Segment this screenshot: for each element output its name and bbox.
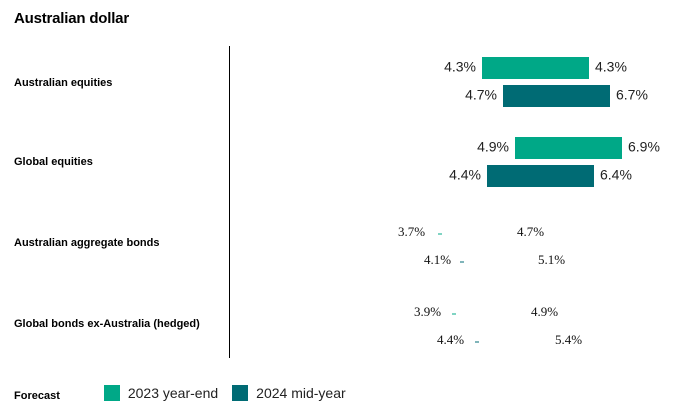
low-label-global-equities-2024-mid-year: 4.4% bbox=[449, 167, 481, 183]
legend-swatch-2023-year-end bbox=[103, 385, 120, 401]
low-label-global-bonds-ex-australia-hedged-2024-mid-year: 4.4% bbox=[437, 332, 464, 347]
legend-swatch-2024-mid-year bbox=[232, 385, 249, 401]
low-label-australian-equities-2024-mid-year: 4.7% bbox=[465, 87, 497, 103]
low-label-global-bonds-ex-australia-hedged-2023-year-end: 3.9% bbox=[414, 304, 441, 319]
bar-global-equities-2023-year-end bbox=[515, 137, 622, 159]
category-label-australian-equities: Australian equities bbox=[14, 77, 113, 89]
high-label-australian-equities-2024-mid-year: 6.7% bbox=[616, 87, 648, 103]
high-label-global-bonds-ex-australia-hedged-2023-year-end: 4.9% bbox=[531, 304, 558, 319]
low-label-global-equities-2023-year-end: 4.9% bbox=[477, 139, 509, 155]
high-label-global-equities-2023-year-end: 6.9% bbox=[628, 139, 660, 155]
category-label-global-bonds-ex-australia: Global bonds ex-Australia (hedged) bbox=[14, 318, 200, 330]
high-label-australian-equities-2023-year-end: 4.3% bbox=[595, 59, 627, 75]
high-label-global-bonds-ex-australia-hedged-2024-mid-year: 5.4% bbox=[555, 332, 582, 347]
category-label-global-equities: Global equities bbox=[14, 156, 93, 168]
category-axis-line bbox=[229, 46, 230, 358]
low-label-australian-aggregate-bonds-2023-year-end: 3.7% bbox=[398, 224, 425, 239]
bar-australian-equities-2023-year-end bbox=[482, 57, 589, 79]
high-label-australian-aggregate-bonds-2024-mid-year: 5.1% bbox=[538, 252, 565, 267]
legend-title: Forecast bbox=[14, 390, 60, 402]
bar-global-equities-2024-mid-year bbox=[487, 165, 594, 187]
legend: Forecast 2023 year-end 2024 mid-year bbox=[14, 382, 360, 404]
bar-australian-equities-2024-mid-year bbox=[503, 85, 610, 107]
chart-title: Australian dollar bbox=[14, 10, 129, 27]
legend-label-2024-mid-year: 2024 mid-year bbox=[256, 385, 346, 401]
low-label-australian-equities-2023-year-end: 4.3% bbox=[444, 59, 476, 75]
high-label-australian-aggregate-bonds-2023-year-end: 4.7% bbox=[517, 224, 544, 239]
low-label-australian-aggregate-bonds-2024-mid-year: 4.1% bbox=[424, 252, 451, 267]
category-label-australian-aggregate-bonds: Australian aggregate bonds bbox=[14, 237, 160, 249]
legend-label-2023-year-end: 2023 year-end bbox=[127, 385, 219, 401]
high-label-global-equities-2024-mid-year: 6.4% bbox=[600, 167, 632, 183]
